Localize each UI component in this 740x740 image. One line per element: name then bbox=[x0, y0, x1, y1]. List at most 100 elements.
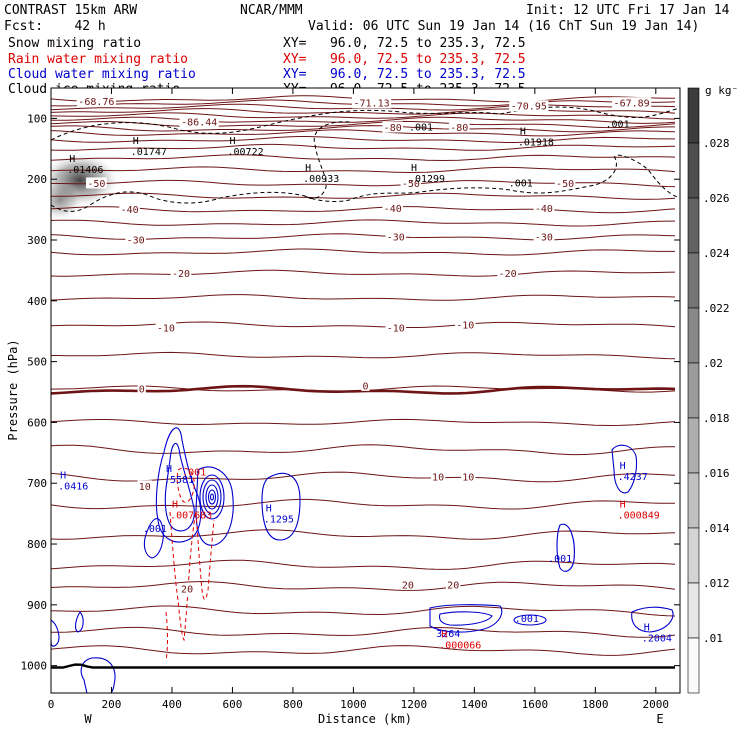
field-xy-cloud: XY= 96.0, 72.5 to 235.3, 72.5 bbox=[283, 67, 526, 82]
colorbar-bin bbox=[687, 197, 700, 254]
cloud-water-contour bbox=[195, 466, 234, 546]
y-axis-label: Pressure (hPa) bbox=[6, 339, 20, 440]
temperature-contour bbox=[51, 108, 676, 115]
temperature-label: -10 bbox=[387, 324, 405, 335]
temperature-label: 20 bbox=[181, 585, 193, 596]
institution-label: NCAR/MMM bbox=[240, 3, 303, 18]
colorbar-bin bbox=[687, 417, 700, 474]
ice-maximum-label: .001 bbox=[409, 123, 433, 134]
temperature-label-bg bbox=[430, 471, 446, 483]
x-tick-label: 200 bbox=[102, 698, 122, 711]
maximum-marker: H bbox=[172, 499, 178, 510]
cloud-maximum-label: .001 bbox=[548, 554, 572, 565]
ice-maximum-label: .01747 bbox=[131, 147, 167, 158]
temperature-contour bbox=[51, 351, 676, 360]
temperature-contour bbox=[51, 645, 676, 656]
temperature-contour bbox=[51, 471, 676, 483]
temperature-label: -30 bbox=[387, 232, 405, 243]
temperature-label: 10 bbox=[462, 473, 474, 484]
temperature-contour bbox=[51, 129, 676, 137]
temperature-contour bbox=[51, 143, 676, 151]
temperature-label-bg bbox=[179, 583, 195, 595]
temperature-label: -30 bbox=[127, 236, 145, 247]
temperature-contour bbox=[51, 125, 675, 133]
maximum-marker: H bbox=[60, 470, 66, 481]
temperature-label-bg bbox=[382, 202, 404, 214]
x-tick-label: 1600 bbox=[522, 698, 549, 711]
temperature-label: -40 bbox=[384, 204, 402, 215]
temperature-label-bg bbox=[76, 95, 116, 107]
temperature-label-bg bbox=[385, 322, 407, 334]
x-tick-label: 0 bbox=[48, 698, 55, 711]
cloud-water-contour bbox=[611, 444, 638, 494]
temperature-label-bg bbox=[497, 267, 518, 279]
temperature-label: -70.95 bbox=[511, 102, 547, 113]
temperature-contour bbox=[51, 580, 676, 591]
temperature-label-bg bbox=[554, 177, 576, 189]
colorbar-bin bbox=[687, 637, 700, 694]
temperature-label-bg bbox=[351, 97, 392, 109]
temperature-label: -67.89 bbox=[614, 99, 650, 110]
temperature-label-bg bbox=[155, 322, 177, 334]
temperature-label: -50 bbox=[402, 179, 420, 190]
y-tick-label: 900 bbox=[27, 599, 47, 612]
temperature-label-bg bbox=[170, 267, 192, 279]
cloud-water-contour bbox=[202, 479, 222, 515]
temperature-label-bg bbox=[448, 121, 470, 133]
colorbar-tick-label: .012 bbox=[703, 577, 730, 590]
temperature-label: -80 bbox=[384, 123, 402, 134]
temperature-label-bg bbox=[400, 177, 422, 189]
temperature-label-bg bbox=[533, 230, 555, 242]
field-title-cloud: Cloud water mixing ratio bbox=[8, 67, 196, 82]
temperature-contour bbox=[51, 116, 676, 124]
colorbar-tick-label: .01 bbox=[703, 632, 723, 645]
y-tick-label: 800 bbox=[27, 538, 47, 551]
temperature-contour bbox=[51, 112, 676, 120]
cloud-water-contour bbox=[75, 611, 84, 633]
temperature-contour bbox=[51, 233, 676, 241]
temperature-label-bg bbox=[137, 480, 152, 492]
temperature-label: 20 bbox=[447, 580, 459, 591]
cloud-maximum-label: .0416 bbox=[58, 481, 88, 492]
colorbar-bin bbox=[687, 362, 700, 419]
maximum-marker: H bbox=[69, 154, 75, 165]
cloud-maximum-label: .001 bbox=[515, 614, 539, 625]
colorbar-bin bbox=[687, 472, 700, 529]
temperature-label: 20 bbox=[402, 580, 414, 591]
cloud-water-contour bbox=[207, 489, 217, 505]
temperature-contour bbox=[51, 498, 676, 510]
temperature-label: -50 bbox=[556, 179, 574, 190]
temperature-label: 0 bbox=[139, 384, 145, 395]
plot-frame bbox=[50, 87, 681, 694]
forecast-hour: Fcst: 42 h bbox=[4, 19, 106, 34]
y-tick-label: 100 bbox=[27, 112, 47, 125]
cloud-maximum-label: .001 bbox=[143, 524, 167, 535]
maximum-marker: H bbox=[520, 127, 526, 138]
cloud-water-contour bbox=[631, 606, 674, 633]
cloud-maximum-label: 3264 bbox=[436, 629, 460, 640]
valid-time: Valid: 06 UTC Sun 19 Jan 14 (16 ChT Sun … bbox=[308, 19, 699, 34]
rain-maximum-label: .000849 bbox=[618, 510, 660, 521]
y-tick-label: 600 bbox=[27, 416, 47, 429]
x-tick-label: 600 bbox=[223, 698, 243, 711]
temperature-contour bbox=[51, 166, 676, 174]
temperature-label-bg bbox=[385, 230, 407, 242]
x-tick-label: 1800 bbox=[582, 698, 609, 711]
temperature-label: -10 bbox=[456, 321, 474, 332]
maximum-marker: H bbox=[620, 461, 626, 472]
ice-maximum-label: .01406 bbox=[67, 165, 103, 176]
temperature-label: -50 bbox=[87, 179, 105, 190]
temperature-contour bbox=[51, 321, 676, 328]
temperature-label: 0 bbox=[362, 381, 368, 392]
freezing-level bbox=[51, 384, 676, 395]
cloud-water-contour bbox=[164, 443, 195, 532]
ice-maximum-label: .001 bbox=[606, 119, 630, 130]
temperature-contour bbox=[51, 154, 676, 162]
init-time: Init: 12 UTC Fri 17 Jan 14 bbox=[526, 3, 730, 18]
temperature-label-bg bbox=[125, 234, 146, 246]
field-xy-snow: XY= 96.0, 72.5 to 235.3, 72.5 bbox=[283, 36, 526, 51]
maxima-labels: H.01406H.01747H.00722H.00933H.01299H.019… bbox=[58, 119, 672, 651]
temperature-label: -86.44 bbox=[181, 118, 217, 129]
cloud-water-contour bbox=[155, 427, 202, 543]
